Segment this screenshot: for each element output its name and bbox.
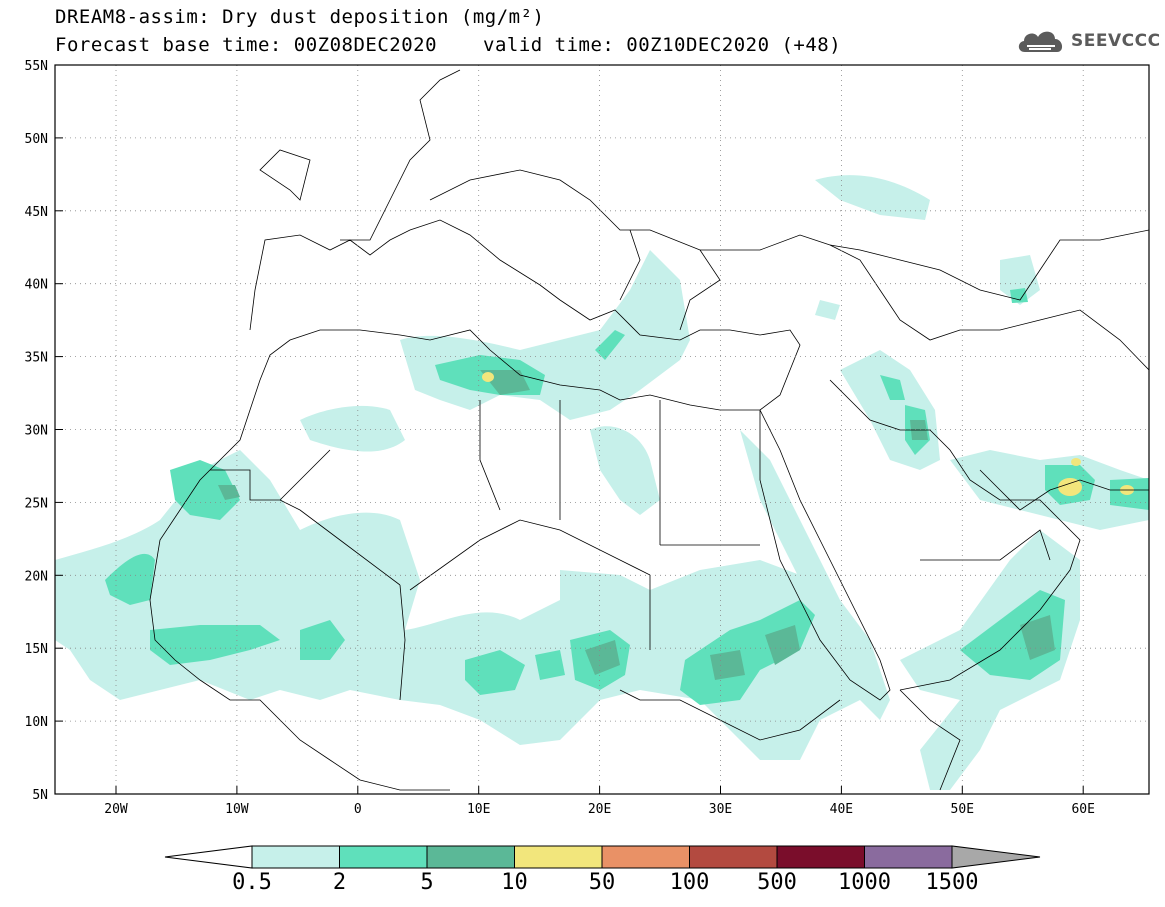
lon-label: 0 <box>354 802 362 817</box>
lon-label: 10E <box>467 802 490 817</box>
colorbar-label: 5 <box>420 870 434 895</box>
coastlines <box>149 69 1149 791</box>
lat-label: 45N <box>25 205 48 220</box>
colorbar-segment <box>864 845 953 869</box>
colorbar-label: 100 <box>669 870 710 895</box>
colorbar-label: 50 <box>588 870 616 895</box>
lat-label: 40N <box>25 278 48 293</box>
colorbar-segment <box>776 845 865 869</box>
colorbar-segment <box>426 845 515 869</box>
colorbar-segment <box>514 845 603 869</box>
latitude-axis: 55N 50N 45N 40N 35N 30N 25N 20N 15N 10N 5N <box>25 59 63 803</box>
lon-label: 30E <box>709 802 732 817</box>
lat-label: 50N <box>25 132 48 147</box>
longitude-axis: 20W 10W 0 10E 20E 30E 40E 50E 60E <box>104 786 1095 817</box>
forecast-base-time: Forecast base time: 00Z08DEC2020 <box>55 34 438 56</box>
dust-field <box>55 175 1149 790</box>
lat-label: 30N <box>25 424 48 439</box>
map-title: DREAM8-assim: Dry dust deposition (mg/m²… <box>55 6 545 28</box>
colorbar-label: 10 <box>501 870 528 895</box>
lon-label: 20W <box>104 802 128 817</box>
lat-label: 55N <box>25 59 48 74</box>
lon-label: 40E <box>830 802 853 817</box>
colorbar-label: 0.5 <box>232 870 272 895</box>
lon-label: 60E <box>1071 802 1094 817</box>
colorbar <box>164 845 1041 869</box>
valid-time: valid time: 00Z10DEC2020 (+48) <box>483 34 842 56</box>
lon-label: 10W <box>225 802 249 817</box>
colorbar-segment <box>601 845 690 869</box>
cloud-icon <box>1018 31 1063 52</box>
lat-label: 20N <box>25 569 48 584</box>
lat-label: 10N <box>25 715 48 730</box>
colorbar-label: 1500 <box>925 870 979 895</box>
colorbar-segment <box>689 845 778 869</box>
lat-label: 35N <box>25 351 48 366</box>
colorbar-segment <box>339 845 428 869</box>
lon-label: 20E <box>588 802 611 817</box>
colorbar-label: 1000 <box>838 870 891 895</box>
lon-label: 50E <box>951 802 974 817</box>
lat-label: 15N <box>25 642 48 657</box>
logo-text: SEEVCCC <box>1071 31 1161 51</box>
colorbar-max-arrow <box>951 845 1041 869</box>
colorbar-label: 2 <box>332 870 347 895</box>
seevccc-logo: SEEVCCC <box>1015 22 1160 62</box>
lat-label: 25N <box>25 496 48 511</box>
colorbar-label: 500 <box>757 870 797 895</box>
colorbar-min-arrow <box>164 845 253 869</box>
lat-label: 5N <box>32 788 48 803</box>
colorbar-segment <box>251 845 340 869</box>
